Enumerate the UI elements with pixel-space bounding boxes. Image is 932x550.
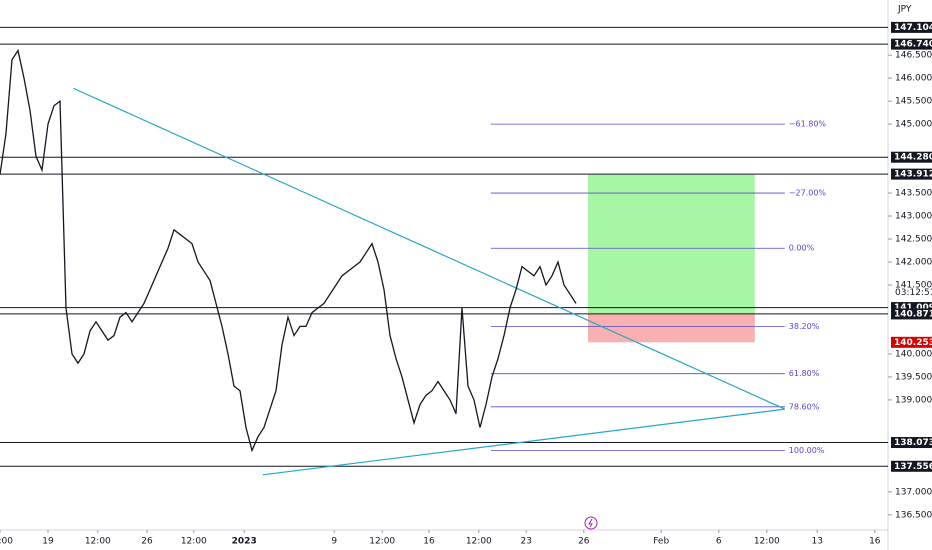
fib-label: −61.80% (789, 120, 827, 129)
x-tick-label: 12:00 (754, 537, 780, 547)
price-line (0, 48, 577, 453)
y-tick-label: 140.000 (895, 349, 932, 359)
x-tick-label: 12:00 (181, 537, 207, 547)
y-tick-label: 136.500 (895, 510, 932, 520)
fib-label: −27.00% (789, 189, 827, 198)
level-badge (891, 308, 932, 320)
x-tick-label: 12:00 (0, 537, 13, 547)
x-tick-label: 12:00 (85, 537, 111, 547)
target-zone (588, 174, 755, 314)
level-badge (891, 38, 932, 50)
trendline (72, 87, 786, 410)
level-label: 140.871 (894, 309, 932, 319)
unit-label: JPY (897, 5, 912, 15)
y-tick-label: 139.500 (895, 372, 932, 382)
x-tick-label: 16 (869, 537, 881, 547)
x-tick-label: 23 (520, 537, 531, 547)
x-tick-label: 12:00 (466, 537, 492, 547)
x-tick-label: 13 (811, 537, 822, 547)
level-label: 147.104 (894, 23, 932, 33)
x-tick-label: 2023 (232, 537, 257, 547)
level-label: 137.556 (894, 462, 932, 472)
fib-label: 38.20% (789, 322, 820, 331)
stop-badge (891, 336, 932, 348)
y-tick-label: 146.000 (895, 74, 932, 84)
level-badge (891, 460, 932, 472)
plot-area (0, 26, 888, 476)
x-tick-label: 12:00 (369, 537, 395, 547)
lightning-icon (584, 516, 598, 530)
y-tick-label: 141.500 (895, 280, 932, 290)
fib-label: 100.00% (789, 446, 825, 455)
fib-label: 0.00% (789, 244, 815, 253)
y-tick-label: 139.000 (895, 395, 932, 405)
y-tick-label: 145.000 (895, 120, 932, 130)
y-tick-label: 142.500 (895, 235, 932, 245)
stop-zone (588, 313, 755, 343)
level-label: 144.280 (894, 153, 932, 163)
level-badge (891, 168, 932, 180)
stop-label: 140.253 (894, 338, 932, 348)
level-label: 146.740 (894, 40, 932, 50)
y-tick-label: 145.500 (895, 97, 932, 107)
level-badge (891, 21, 932, 33)
level-label: 143.912 (894, 170, 932, 180)
x-tick-label: 16 (423, 537, 435, 547)
x-tick-label: 6 (716, 537, 722, 547)
x-tick-label: 9 (331, 537, 337, 547)
x-tick-label: 26 (578, 537, 590, 547)
y-tick-label: 146.500 (895, 51, 932, 61)
level-badge (891, 302, 932, 314)
fib-label: 78.60% (789, 402, 820, 411)
countdown: 03:12:51 (895, 288, 932, 298)
x-tick-label: Feb (653, 537, 669, 547)
level-badge (891, 437, 932, 449)
x-tick-label: 26 (141, 537, 153, 547)
y-tick-label: 142.000 (895, 258, 932, 268)
y-tick-label: 143.000 (895, 212, 932, 222)
level-label: 138.073 (894, 438, 932, 448)
level-badge (891, 151, 932, 163)
trendline (262, 408, 785, 476)
fib-label: 61.80% (789, 369, 820, 378)
y-tick-label: 137.000 (895, 487, 932, 497)
x-tick-label: 19 (42, 537, 54, 547)
y-tick-label: 143.500 (895, 189, 932, 199)
level-label: 141.009 (894, 303, 932, 313)
